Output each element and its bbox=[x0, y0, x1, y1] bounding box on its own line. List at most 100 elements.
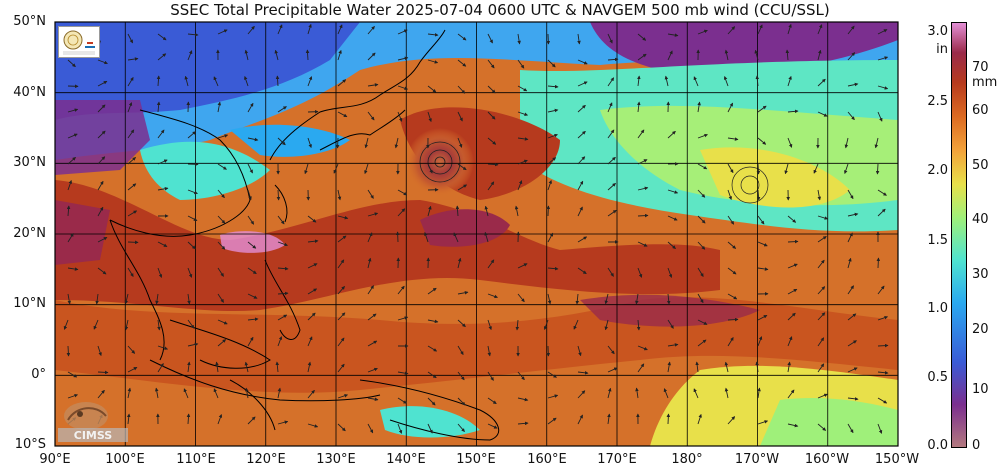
wind-arrow bbox=[247, 317, 259, 322]
wind-arrow bbox=[787, 389, 795, 399]
wind-arrow bbox=[577, 345, 582, 357]
lon-label: 90°E bbox=[39, 452, 71, 467]
wind-arrow bbox=[787, 215, 797, 223]
wind-arrow bbox=[187, 361, 191, 373]
wind-arrow bbox=[247, 416, 256, 425]
wind-arrow bbox=[847, 367, 858, 373]
wind-arrow bbox=[573, 319, 579, 330]
wind-arrow bbox=[637, 363, 645, 373]
wind-arrow bbox=[157, 267, 163, 278]
wind-arrow bbox=[727, 163, 734, 174]
wind-arrow bbox=[337, 24, 343, 35]
wind-arrow bbox=[697, 267, 704, 278]
wind-arrow bbox=[727, 215, 735, 225]
wind-arrow bbox=[63, 319, 69, 330]
colorbar-mm-tick: 10 bbox=[972, 382, 989, 397]
wind-arrow bbox=[427, 319, 439, 324]
wind-arrow bbox=[607, 387, 612, 399]
wind-arrow bbox=[667, 33, 679, 37]
wind-arrow bbox=[487, 259, 495, 269]
wind-arrow bbox=[247, 25, 255, 35]
wind-arrow bbox=[577, 33, 581, 45]
wind-arrow bbox=[517, 180, 523, 191]
wind-arrow bbox=[337, 79, 347, 87]
wind-arrow bbox=[217, 339, 227, 347]
lat-label: 0° bbox=[31, 367, 46, 382]
wind-arrow bbox=[817, 423, 827, 431]
wind-arrow bbox=[127, 345, 136, 354]
wind-arrow bbox=[67, 232, 74, 243]
wind-arrow bbox=[575, 293, 580, 305]
wind-arrow bbox=[757, 314, 768, 321]
wind-arrow bbox=[186, 413, 191, 425]
wind-arrow bbox=[517, 111, 529, 116]
wind-arrow bbox=[307, 389, 315, 399]
wind-arrow bbox=[727, 267, 737, 275]
wind-arrow bbox=[757, 215, 765, 225]
wind-arrow bbox=[487, 162, 499, 167]
wind-arrow bbox=[487, 137, 497, 145]
wind-arrow bbox=[217, 189, 225, 199]
wind-arrow bbox=[547, 417, 557, 425]
wind-arrow bbox=[847, 257, 852, 269]
wind-arrow bbox=[364, 137, 369, 149]
wind-arrow bbox=[697, 293, 704, 304]
wind-arrow bbox=[154, 387, 159, 399]
wind-arrow bbox=[487, 85, 496, 94]
wind-arrow bbox=[547, 371, 557, 378]
wind-arrow bbox=[666, 293, 671, 305]
wind-arrow bbox=[697, 319, 708, 325]
wind-arrow bbox=[277, 106, 287, 113]
wind-arrow bbox=[457, 33, 467, 41]
institution-seal-logo bbox=[58, 26, 100, 58]
wind-arrow bbox=[67, 293, 71, 305]
wind-arrow bbox=[124, 319, 129, 331]
wind-arrow bbox=[847, 25, 855, 35]
wind-arrow bbox=[697, 163, 708, 170]
wind-arrow bbox=[367, 189, 374, 199]
wind-arrow bbox=[367, 52, 376, 61]
wind-arrow bbox=[877, 370, 889, 375]
wind-arrow bbox=[337, 285, 345, 295]
wind-arrow bbox=[337, 363, 345, 373]
wind-arrow bbox=[637, 345, 648, 351]
wind-arrow bbox=[457, 290, 469, 295]
wind-arrow bbox=[577, 81, 588, 87]
wind-arrow bbox=[607, 413, 611, 425]
colorbar-mm-tick: 0 bbox=[972, 438, 981, 453]
wind-arrow bbox=[667, 267, 673, 278]
wind-arrow bbox=[847, 82, 859, 87]
wind-arrow bbox=[277, 314, 288, 321]
wind-arrow bbox=[757, 336, 763, 347]
wind-arrow bbox=[847, 340, 857, 347]
wind-arrow bbox=[67, 133, 78, 139]
wind-arrow bbox=[877, 111, 883, 122]
wind-arrow bbox=[607, 345, 615, 355]
wind-arrow bbox=[787, 336, 793, 347]
wind-arrow bbox=[635, 293, 639, 305]
lat-label: 20°N bbox=[13, 226, 46, 241]
wind-arrow bbox=[394, 137, 399, 149]
wind-arrow bbox=[817, 24, 823, 35]
wind-arrow bbox=[307, 263, 318, 269]
wind-arrow bbox=[607, 57, 619, 62]
wind-arrow bbox=[877, 29, 888, 35]
wind-arrow bbox=[217, 215, 226, 224]
wind-arrow bbox=[157, 53, 167, 61]
wind-arrow bbox=[697, 189, 706, 198]
wind-arrow bbox=[187, 319, 195, 329]
wind-arrow bbox=[457, 371, 465, 381]
wind-arrow bbox=[66, 205, 71, 217]
lon-label: 120°E bbox=[246, 452, 286, 467]
wind-arrow bbox=[697, 339, 707, 347]
wind-arrow bbox=[424, 231, 429, 243]
wind-arrow bbox=[637, 213, 649, 218]
wind-arrow bbox=[247, 293, 258, 299]
wind-arrow bbox=[244, 387, 249, 399]
wind-arrow bbox=[457, 257, 462, 269]
lon-label: 170°E bbox=[597, 452, 637, 467]
wind-arrow bbox=[727, 293, 738, 300]
wind-arrow bbox=[693, 76, 699, 87]
wind-arrow bbox=[754, 49, 759, 61]
wind-arrow bbox=[217, 134, 229, 139]
